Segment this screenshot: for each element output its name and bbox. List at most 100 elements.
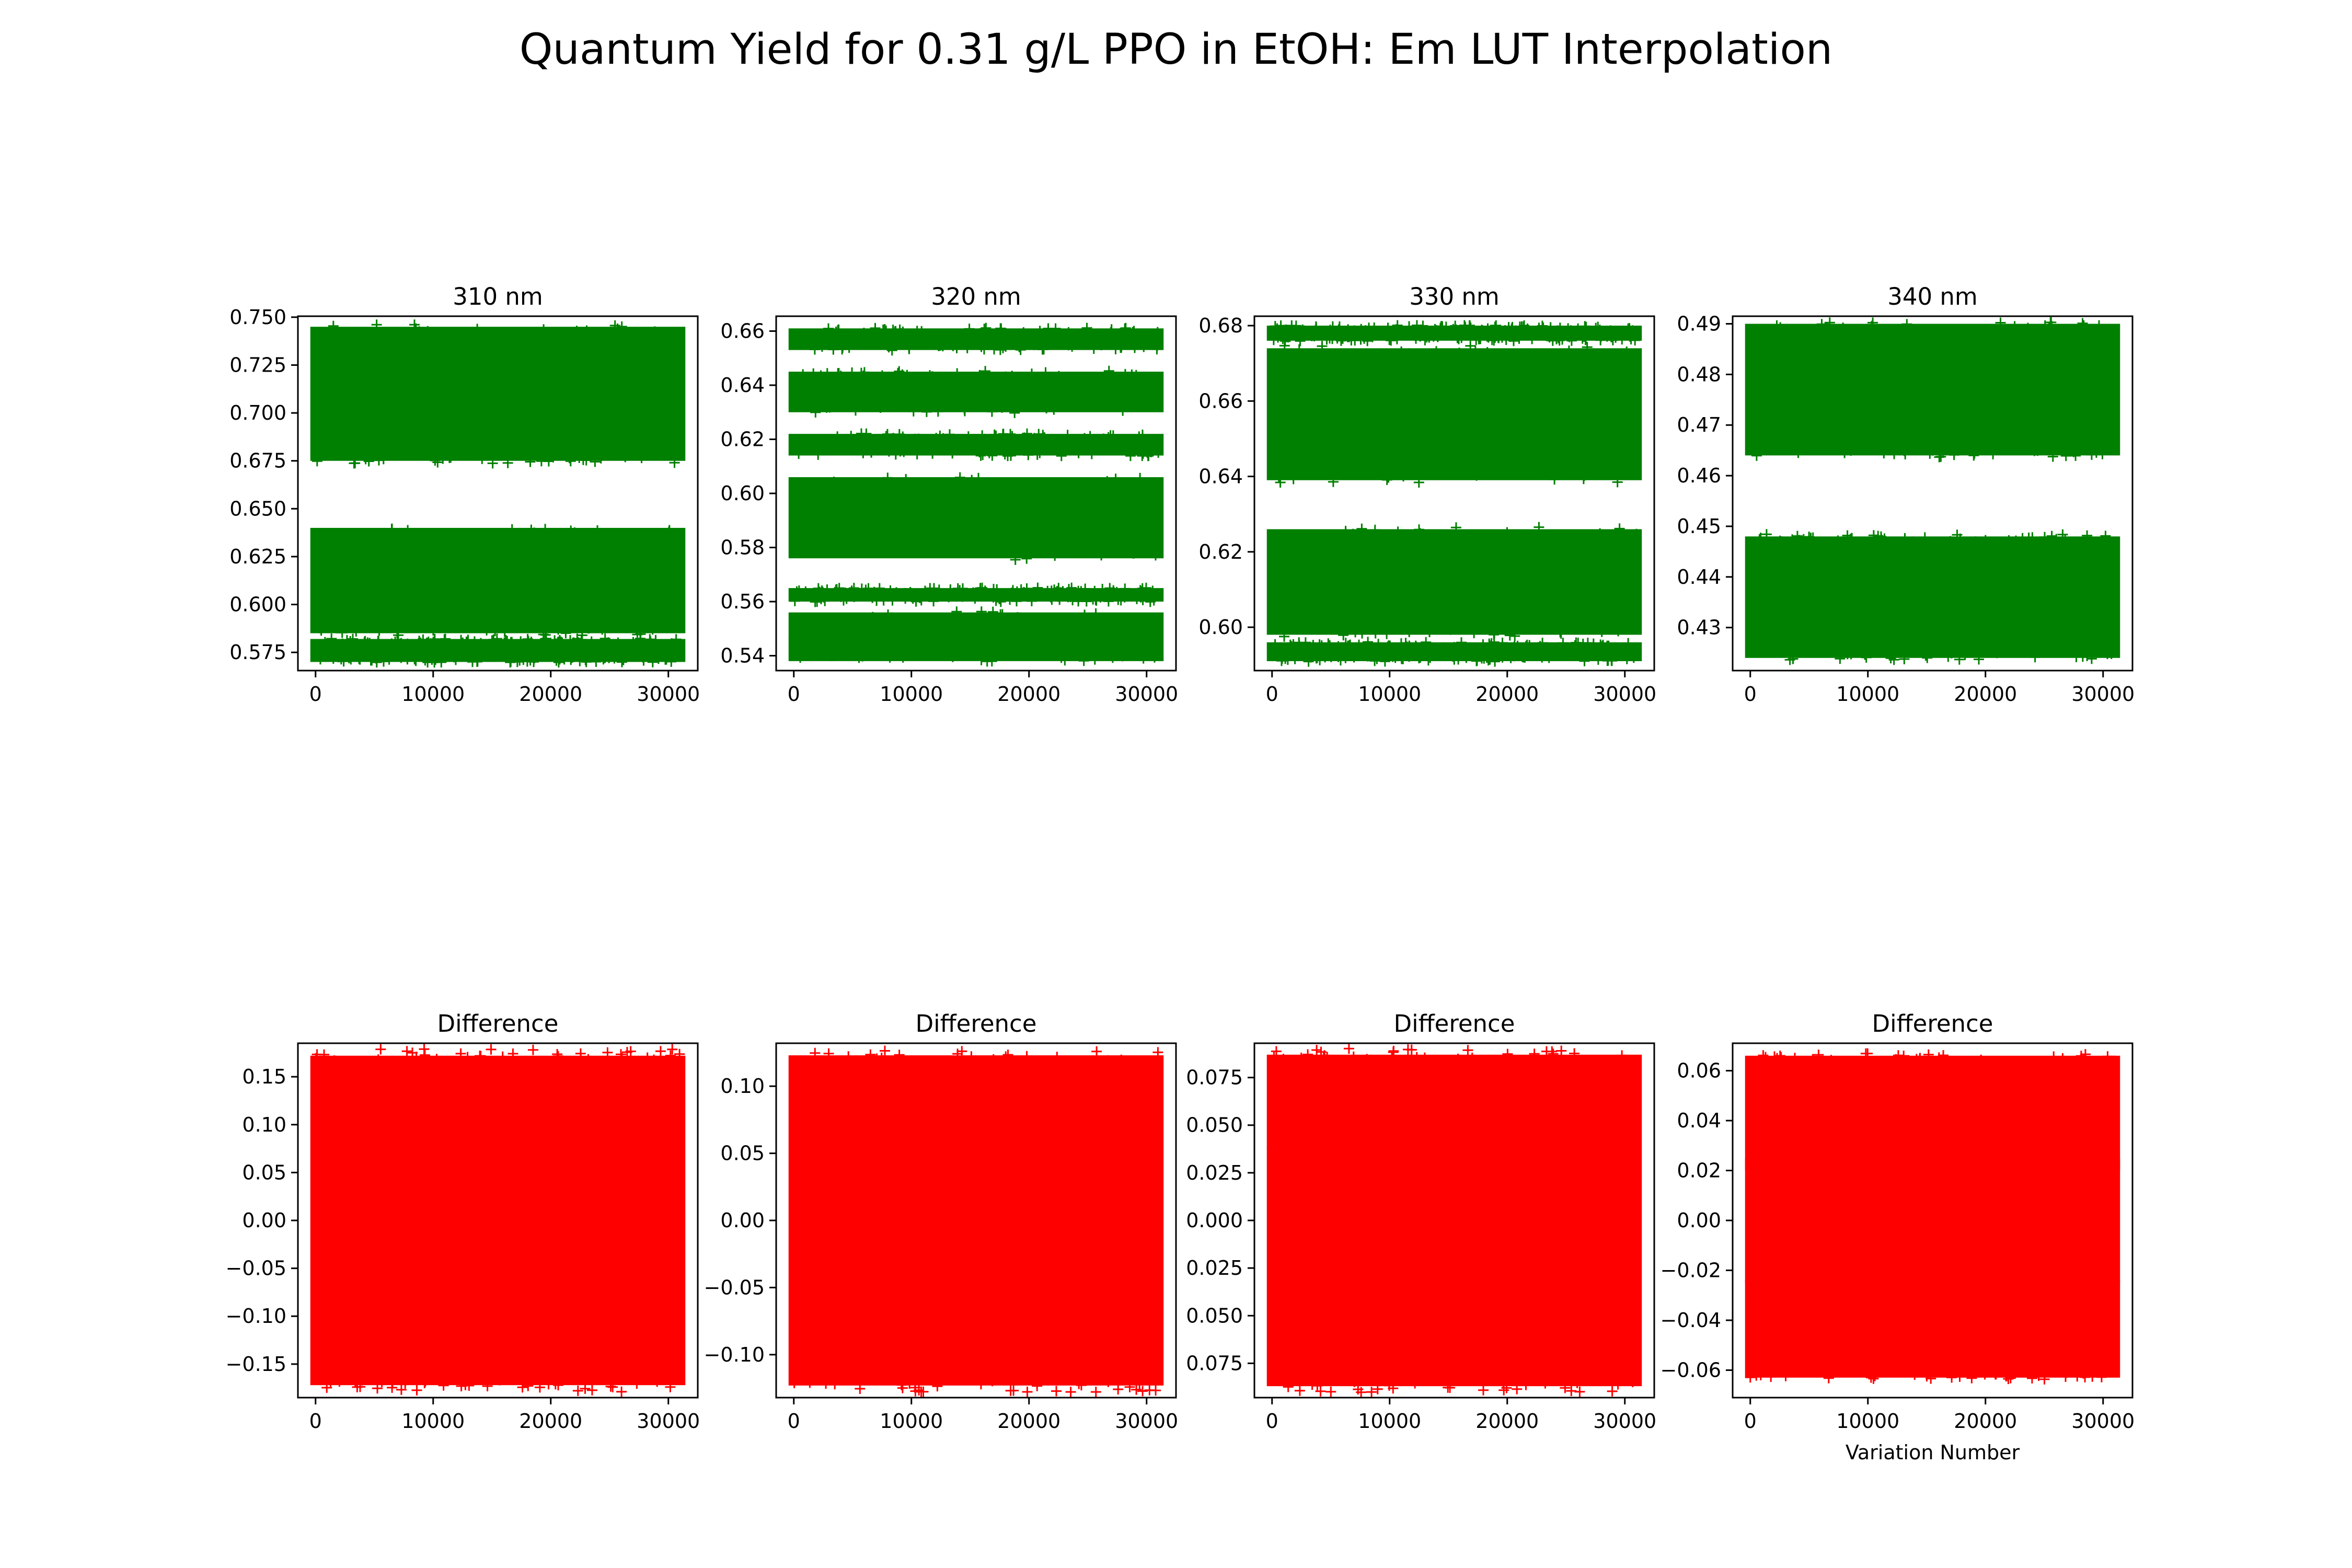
y-tick-label: 0.43 xyxy=(1677,616,1721,639)
y-tick-label: 0.47 xyxy=(1677,413,1721,436)
plus-markers xyxy=(312,319,685,469)
axes-frame xyxy=(1732,315,2134,672)
y-tick-label: 0.45 xyxy=(1677,515,1721,538)
x-tick-label: 20000 xyxy=(1954,1410,2017,1433)
data-series xyxy=(310,1044,686,1397)
x-tick-label: 20000 xyxy=(1475,683,1539,706)
y-tick-label: −0.10 xyxy=(226,1305,286,1328)
x-tick-label: 20000 xyxy=(997,683,1060,706)
plus-markers xyxy=(789,365,1163,418)
x-tick-label: 10000 xyxy=(401,1410,465,1433)
subplot-3: 330 nm 0.60 0.62 0.64 0.66 0.68 0 10000 20000 300… xyxy=(1198,283,1656,706)
y-tick-label: −0.02 xyxy=(1661,1259,1721,1282)
point-band xyxy=(788,372,1164,412)
y-tick-label: 0.000 xyxy=(1186,1209,1243,1232)
point-band xyxy=(310,327,686,461)
x-tick-label: 0 xyxy=(788,683,800,706)
x-tick-label: 20000 xyxy=(519,683,582,706)
plus-markers xyxy=(1746,529,2117,665)
data-series xyxy=(788,322,1164,667)
x-tick-label: 10000 xyxy=(1836,683,1899,706)
y-tick-label: 0.62 xyxy=(720,428,765,451)
plus-markers xyxy=(311,523,684,641)
point-band xyxy=(1745,1158,2120,1283)
y-tick-label: 0.050 xyxy=(1186,1304,1243,1327)
y-tick-label: 0.04 xyxy=(1677,1109,1721,1132)
axes-frame xyxy=(297,315,699,672)
subplot-2: 320 nm 0.54 0.56 0.58 0.60 0.62 0.64 0.66 0 10000… xyxy=(720,283,1178,706)
y-tick-label: 0.44 xyxy=(1677,566,1721,589)
y-tick-label: −0.04 xyxy=(1661,1309,1721,1332)
y-tick-label: 0.05 xyxy=(720,1142,765,1165)
y-tick-label: 0.10 xyxy=(242,1113,286,1136)
x-tick-label: 30000 xyxy=(2071,1410,2135,1433)
x-tick-label: 0 xyxy=(1744,1410,1757,1433)
x-tick-label: 0 xyxy=(1266,1410,1278,1433)
y-tick-label: 0.00 xyxy=(1677,1209,1721,1232)
plus-markers xyxy=(1745,317,2119,463)
x-tick-label: 0 xyxy=(788,1410,800,1433)
subplot-8: Difference −0.06 −0.04 −0.02 0.00 0.02 0.04 0.0… xyxy=(1661,1010,2135,1464)
plus-markers xyxy=(310,1044,685,1397)
y-tick-label: 0.60 xyxy=(720,482,765,505)
y-tick-label: 0.46 xyxy=(1677,464,1721,487)
y-tick-label: 0.025 xyxy=(1186,1161,1243,1184)
subplot-7: Difference 0.075 0.050 0.025 0.000 0.025 0.050… xyxy=(1186,1010,1656,1433)
x-axis-label: Variation Number xyxy=(1846,1441,2020,1464)
y-tick-label: 0.64 xyxy=(720,374,765,397)
y-tick-label: 0.075 xyxy=(1186,1066,1243,1089)
y-tick-label: 0.600 xyxy=(229,593,286,616)
y-tick-label: 0.750 xyxy=(229,306,286,329)
x-tick-label: 20000 xyxy=(1954,683,2017,706)
subplot-6: Difference −0.10 −0.05 0.00 0.05 0.10 0 10000 20… xyxy=(704,1010,1179,1433)
x-tick-label: 20000 xyxy=(519,1410,582,1433)
plus-markers xyxy=(789,582,1159,607)
y-tick-label: 0.575 xyxy=(229,641,286,664)
x-tick-label: 30000 xyxy=(1593,683,1656,706)
y-tick-label: 0.49 xyxy=(1677,313,1721,336)
x-tick-label: 30000 xyxy=(1115,683,1178,706)
x-tick-label: 30000 xyxy=(637,683,700,706)
subplot-1: 310 nm 0.575 0.600 0.625 0.650 0.675 0.700 0.72… xyxy=(229,283,700,706)
plus-markers xyxy=(788,606,1160,667)
y-tick-label: −0.06 xyxy=(1661,1358,1721,1381)
point-band xyxy=(1745,324,2120,456)
x-tick-label: 30000 xyxy=(1115,1410,1178,1433)
x-tick-label: 10000 xyxy=(1358,683,1421,706)
y-tick-label: 0.66 xyxy=(1198,389,1243,412)
data-series xyxy=(1745,317,2120,665)
y-tick-label: 0.64 xyxy=(1198,465,1243,488)
y-tick-label: 0.15 xyxy=(242,1065,286,1088)
subplot-title: Difference xyxy=(1872,1010,1993,1037)
plus-markers xyxy=(312,633,684,668)
x-tick-label: 20000 xyxy=(997,1410,1060,1433)
x-tick-label: 0 xyxy=(1266,683,1278,706)
plus-markers xyxy=(1267,637,1639,667)
x-tick-label: 0 xyxy=(309,683,322,706)
subplot-5: Difference −0.15 −0.10 −0.05 0.00 0.05 0.10 0.1… xyxy=(226,1010,700,1433)
y-tick-label: 0.700 xyxy=(229,401,286,424)
y-tick-label: 0.725 xyxy=(229,353,286,376)
x-tick-label: 10000 xyxy=(1836,1410,1899,1433)
plus-markers xyxy=(1746,1048,2120,1178)
y-tick-label: 0.06 xyxy=(1677,1059,1721,1082)
y-tick-label: 0.66 xyxy=(720,319,765,342)
subplot-title: Difference xyxy=(1394,1010,1515,1037)
y-tick-label: 0.00 xyxy=(242,1209,286,1232)
data-series xyxy=(1266,320,1642,667)
y-tick-label: 0.675 xyxy=(229,449,286,472)
x-tick-label: 30000 xyxy=(2071,683,2135,706)
data-series xyxy=(788,1045,1164,1398)
y-tick-label: 0.025 xyxy=(1186,1256,1243,1279)
x-tick-label: 10000 xyxy=(880,1410,943,1433)
y-tick-label: 0.02 xyxy=(1677,1159,1721,1182)
y-tick-label: 0.54 xyxy=(720,644,765,667)
y-tick-label: −0.05 xyxy=(704,1276,765,1299)
axes-frame xyxy=(1253,315,1655,672)
plus-markers xyxy=(789,1045,1163,1398)
y-tick-label: 0.075 xyxy=(1186,1352,1243,1375)
x-tick-label: 0 xyxy=(1744,683,1757,706)
subplot-title: Difference xyxy=(437,1010,559,1037)
subplot-title: 330 nm xyxy=(1409,283,1500,310)
